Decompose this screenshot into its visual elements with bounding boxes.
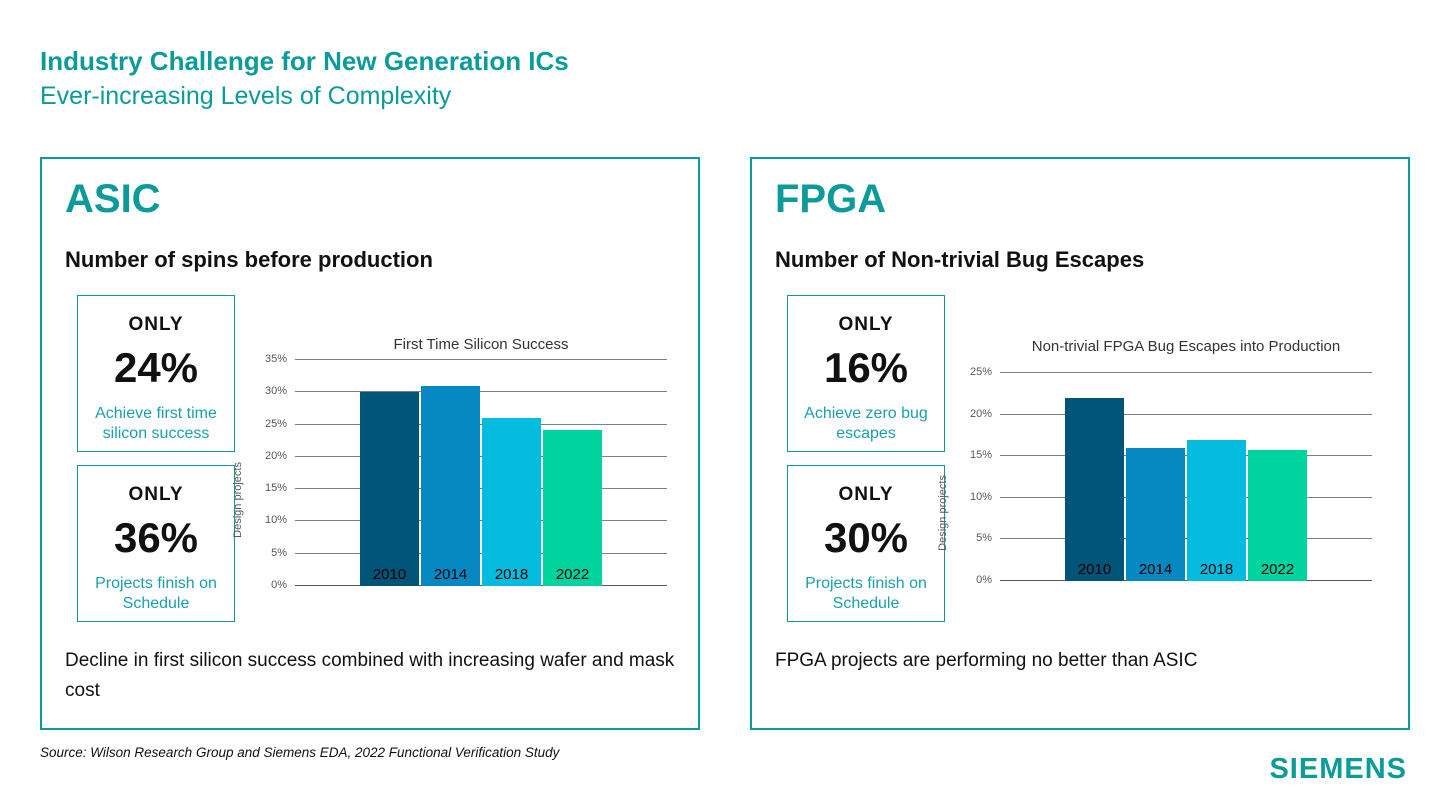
source-citation: Source: Wilson Research Group and Siemen… [40,745,560,760]
chart-title: First Time Silicon Success [393,336,569,353]
y-tick-label: 15% [969,449,992,462]
bar-2022: 2022 [543,429,602,586]
fpga-stat-box-schedule: ONLY 30% Projects finish on Schedule [787,465,945,622]
bar-2014: 2014 [421,385,480,586]
asic-heading: ASIC [65,177,161,221]
gridline-0pct: 0% [976,574,1372,586]
chart-title: Non-trivial FPGA Bug Escapes into Produc… [1031,338,1341,355]
gridline-25pct: 25% [265,418,667,430]
y-tick-label: 0% [976,574,992,586]
fpga-heading: FPGA [775,177,887,221]
bar-2010: 2010 [1065,397,1124,581]
stat-kicker: ONLY [128,314,184,335]
fpga-panel: FPGA Number of Non-trivial Bug Escapes O… [750,157,1410,730]
bar-2022: 2022 [1248,449,1307,581]
y-tick-label: 10% [969,490,992,503]
stat-description: Projects finish on Schedule [95,575,217,612]
stat-description: Achieve first time silicon success [95,405,217,442]
stat-kicker: ONLY [838,484,894,505]
gridline-20pct: 20% [265,450,667,462]
gridline-35pct: 35% [265,353,667,365]
bar-category-label: 2010 [1077,561,1112,578]
asic-panel: ASIC Number of spins before production O… [40,157,700,730]
y-axis-label: Design projects [232,461,244,538]
bar-group: 2010 2014 2018 2022 [295,360,667,586]
bar-category-label: 2018 [1199,561,1234,578]
stat-kicker: ONLY [128,484,184,505]
page-title: Industry Challenge for New Generation IC… [40,46,569,76]
siemens-logo: SIEMENS [1269,753,1407,785]
bar-2010: 2010 [360,392,419,586]
stat-kicker: ONLY [838,314,894,335]
gridline-15pct: 15% [970,449,1372,461]
bar-2018: 2018 [1187,439,1246,581]
y-tick-label: 20% [264,449,287,462]
y-tick-label: 10% [264,514,287,527]
fpga-stat-box-zero-bugs: ONLY 16% Achieve zero bug escapes [787,295,945,452]
bar-group: 2010 2014 2018 2022 [1000,373,1372,581]
bar-category-label: 2014 [433,566,468,583]
y-tick-label: 30% [264,385,287,398]
stat-description: Achieve zero bug escapes [804,405,928,442]
y-tick-label: 35% [264,353,287,365]
bar-category-label: 2022 [1260,561,1295,578]
gridline-30pct: 30% [265,385,667,397]
gridline-10pct: 10% [265,514,667,526]
plot-area: 0% 5% 10% 15% 20% 25% 2010 2014 2018 2022 [970,366,1372,586]
page-subtitle: Ever-increasing Levels of Complexity [40,82,452,110]
y-tick-label: 5% [976,532,992,545]
stat-value: 30% [823,514,909,561]
plot-area: 0% 5% 10% 15% 20% 25% 30% 35% 2010 2014 2018 2022 [265,353,667,591]
gridline-10pct: 10% [970,491,1372,503]
y-tick-label: 25% [969,366,992,378]
y-tick-label: 15% [264,482,287,495]
fpga-note: FPGA projects are performing no better t… [775,650,1198,671]
stat-value: 16% [823,344,909,391]
bar-2014: 2014 [1126,447,1185,581]
y-axis-label: Design projects [937,474,949,551]
y-tick-label: 25% [264,417,287,430]
bar-category-label: 2010 [372,566,407,583]
stat-value: 36% [113,514,199,561]
asic-note: Decline in first silicon success combine… [65,650,675,702]
bar-category-label: 2014 [1138,561,1173,578]
asic-stat-box-silicon-success: ONLY 24% Achieve first time silicon succ… [77,295,235,452]
bar-category-label: 2022 [555,566,590,583]
gridline-15pct: 15% [265,482,667,494]
gridline-5pct: 5% [976,532,1372,544]
stat-value: 24% [113,344,199,391]
y-tick-label: 0% [271,579,287,591]
gridline-5pct: 5% [271,547,667,559]
fpga-chart-caption: Number of Non-trivial Bug Escapes [775,247,1145,272]
y-tick-label: 5% [271,546,287,559]
gridline-0pct: 0% [271,579,667,591]
gridline-25pct: 25% [970,366,1372,378]
y-tick-label: 20% [969,407,992,420]
fpga-bar-chart: Non-trivial FPGA Bug Escapes into Produc… [937,338,1383,586]
gridline-20pct: 20% [970,408,1372,420]
asic-stat-box-schedule: ONLY 36% Projects finish on Schedule [77,465,235,622]
asic-bar-chart: First Time Silicon Success Design projec… [232,336,678,591]
asic-chart-caption: Number of spins before production [65,247,433,272]
stat-description: Projects finish on Schedule [805,575,927,612]
bar-category-label: 2018 [494,566,529,583]
bar-2018: 2018 [482,418,541,586]
